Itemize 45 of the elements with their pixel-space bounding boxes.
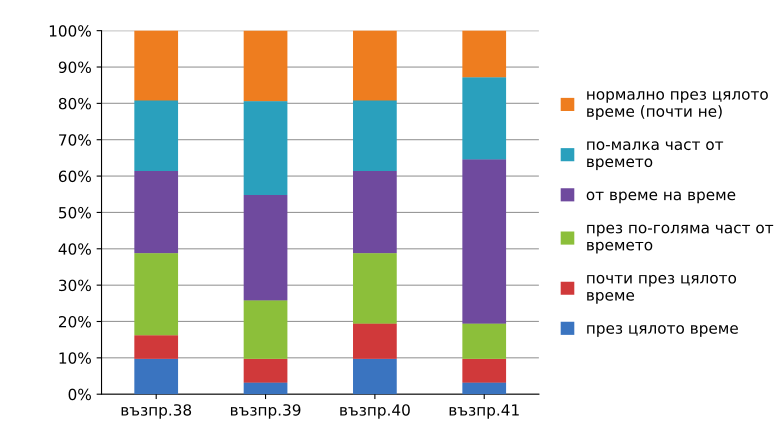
legend-label: през цялото време — [587, 325, 738, 337]
bar — [462, 358, 506, 383]
y-tick-label: 40% — [58, 243, 91, 255]
legend-label: по-малка част от времето — [587, 141, 724, 170]
y-tick-label: 50% — [59, 206, 91, 218]
x-tick-label: възпр.38 — [122, 404, 192, 419]
x-tick-label: възпр.41 — [450, 404, 519, 419]
bar — [353, 358, 397, 394]
bar — [353, 253, 397, 324]
bar — [244, 194, 288, 300]
y-tick-label: 0% — [68, 388, 91, 400]
y-tick-label: 80% — [58, 98, 91, 110]
bar — [462, 30, 506, 78]
legend-label: през по-голяма част от времето — [587, 224, 774, 254]
bar — [462, 382, 506, 394]
bar — [353, 100, 397, 171]
bar — [134, 335, 178, 359]
bar — [244, 300, 288, 359]
y-tick-label: 70% — [59, 134, 91, 146]
legend-label: нормално през цялото време (почти не) — [587, 91, 768, 120]
y-tick-label: 10% — [60, 352, 91, 364]
bar — [353, 324, 397, 359]
bar — [134, 30, 178, 100]
bar — [244, 382, 288, 394]
x-tick-label: възпр.39 — [230, 404, 300, 419]
bar — [462, 324, 506, 359]
bar — [353, 30, 397, 100]
bar — [134, 253, 178, 336]
bar — [134, 170, 178, 254]
bar — [244, 358, 288, 383]
bar — [462, 77, 506, 160]
bar — [134, 358, 178, 394]
y-tick-label: 90% — [58, 61, 91, 74]
y-tick-label: 60% — [58, 170, 91, 182]
x-tick-label: възпр.40 — [340, 404, 410, 419]
y-tick-label: 20% — [58, 316, 91, 328]
bar — [244, 30, 288, 102]
bar — [462, 159, 506, 324]
bar — [353, 170, 397, 254]
y-tick-label: 30% — [59, 280, 91, 292]
y-tick-label: 100% — [50, 25, 91, 37]
bar — [134, 100, 178, 171]
legend-label: от време на време — [586, 192, 736, 204]
legend-label: почти през цялото време — [587, 274, 736, 304]
bar — [244, 101, 288, 195]
